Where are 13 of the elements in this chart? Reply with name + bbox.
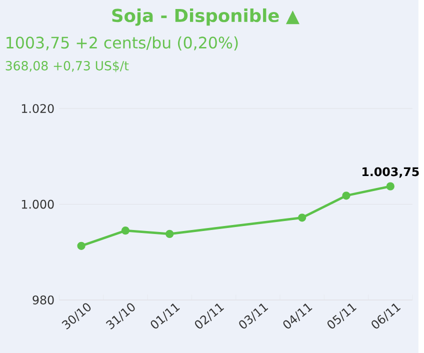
point: [166, 230, 174, 238]
chart-subtitle: 1003,75 +2 cents/bu (0,20%): [6, 36, 238, 50]
y-tick-label: 1.020: [22, 104, 54, 113]
text: 368,08 +0,73 US$/t: [6, 60, 129, 72]
point: [342, 191, 350, 200]
point: [121, 226, 130, 235]
chart-title: Soja - Disponible ▲: [112, 8, 300, 26]
y-tick-label: 1.000: [22, 200, 54, 209]
point: [77, 242, 86, 250]
point: [386, 182, 394, 190]
y-tick-label: 980: [32, 295, 54, 304]
point: [298, 213, 306, 222]
data-label: 1.003,75: [362, 167, 419, 178]
